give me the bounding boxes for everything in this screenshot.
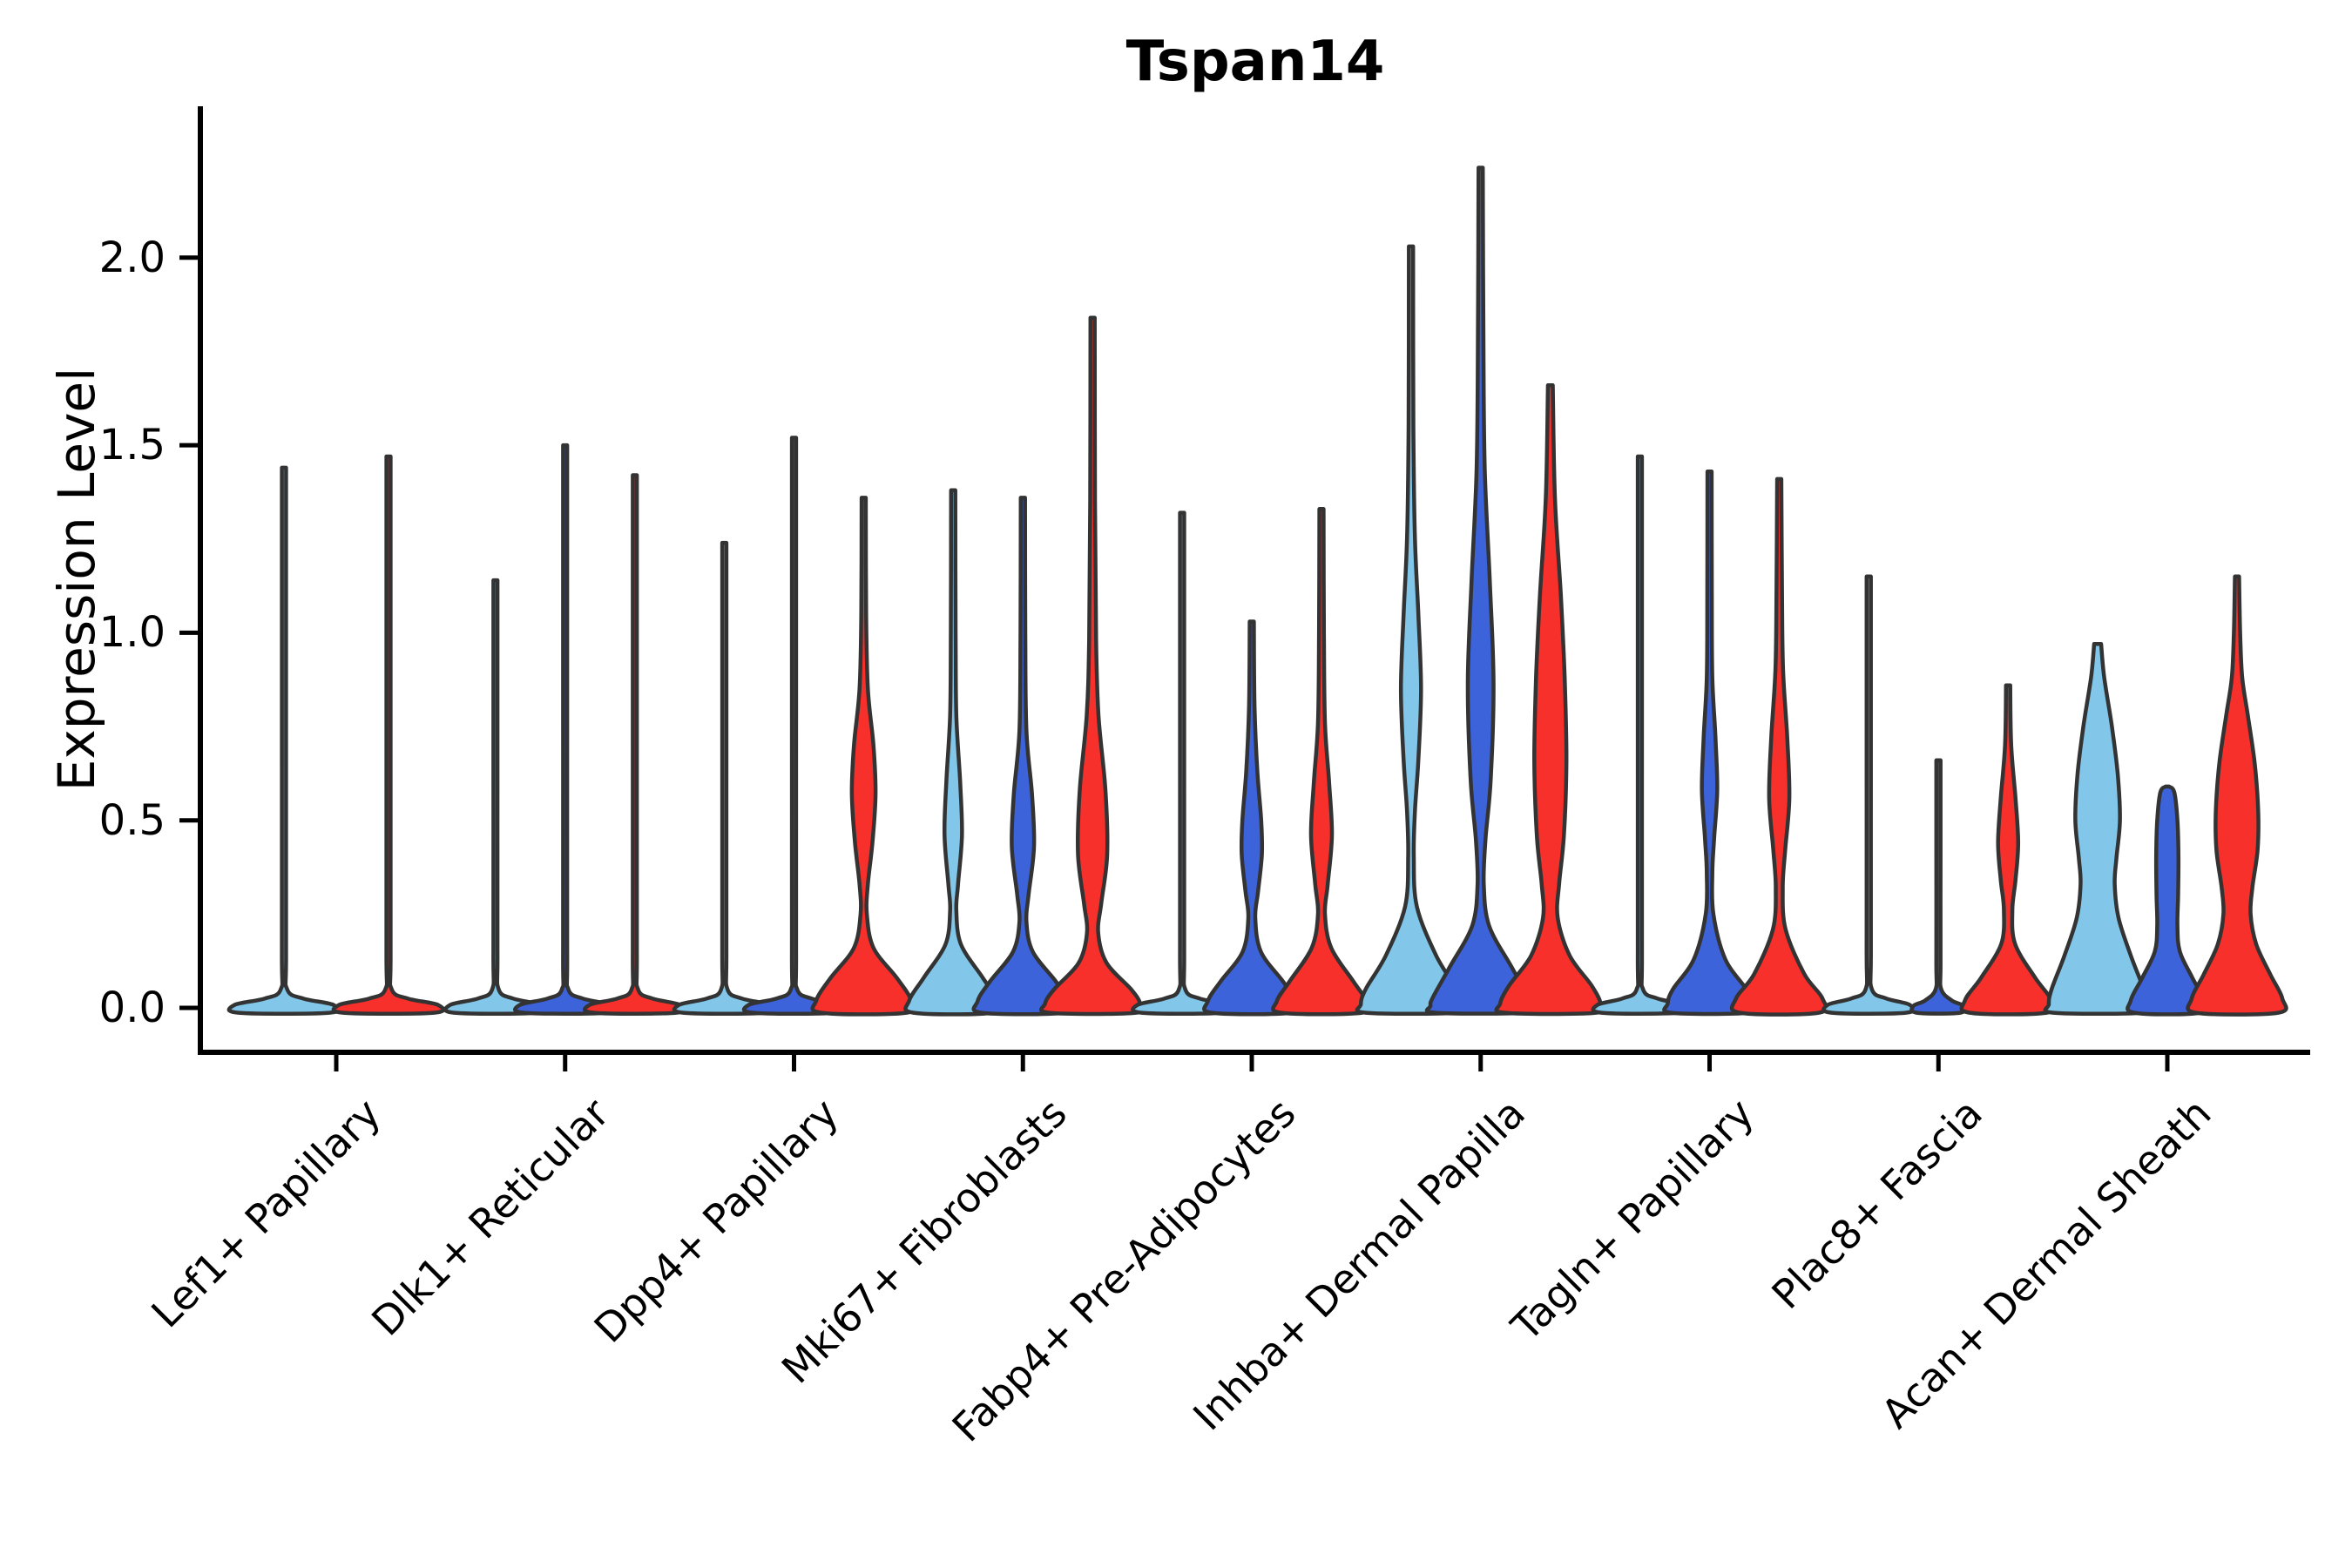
violin-tagln-red <box>1729 476 1829 1017</box>
violin-mki67-red <box>1039 315 1146 1017</box>
violin-acan-dark_blue <box>2126 784 2209 1017</box>
violin-tagln-light_blue <box>1591 454 1689 1016</box>
violin-plac8-red <box>1959 683 2057 1017</box>
violin-lef1-red <box>331 454 446 1016</box>
violin-dpp4-red <box>810 496 917 1017</box>
violin-inhba-red <box>1494 382 1606 1017</box>
violin-dpp4-light_blue <box>672 540 777 1016</box>
violin-inhba-dark_blue <box>1424 166 1537 1016</box>
violin-acan-red <box>2186 574 2288 1017</box>
violin-fabp4-light_blue <box>1131 510 1233 1016</box>
y-tick-label: 0.5 <box>98 795 166 845</box>
y-tick-label: 1.0 <box>98 608 166 658</box>
violin-dlk1-light_blue <box>443 578 548 1016</box>
y-tick-label: 1.5 <box>98 421 166 470</box>
violin-mki67-dark_blue <box>971 496 1074 1017</box>
violin-acan-light_blue <box>2043 642 2153 1017</box>
violin-dlk1-red <box>582 473 687 1016</box>
violin-dlk1-dark_blue <box>512 443 618 1016</box>
violin-dpp4-dark_blue <box>741 436 847 1016</box>
y-tick-label: 0.0 <box>98 983 166 1032</box>
plot-title: Tspan14 <box>1125 30 1385 94</box>
violin-fabp4-dark_blue <box>1202 619 1301 1017</box>
violin-mki67-light_blue <box>903 488 1004 1017</box>
violin-plac8-light_blue <box>1821 574 1916 1016</box>
violin-fabp4-red <box>1271 507 1372 1017</box>
y-tick-label: 2.0 <box>98 233 166 282</box>
violin-plac8-dark_blue <box>1909 758 1968 1016</box>
violin-lef1-light_blue <box>226 465 341 1016</box>
violin-tagln-dark_blue <box>1662 469 1757 1017</box>
violin-inhba-light_blue <box>1355 244 1467 1017</box>
